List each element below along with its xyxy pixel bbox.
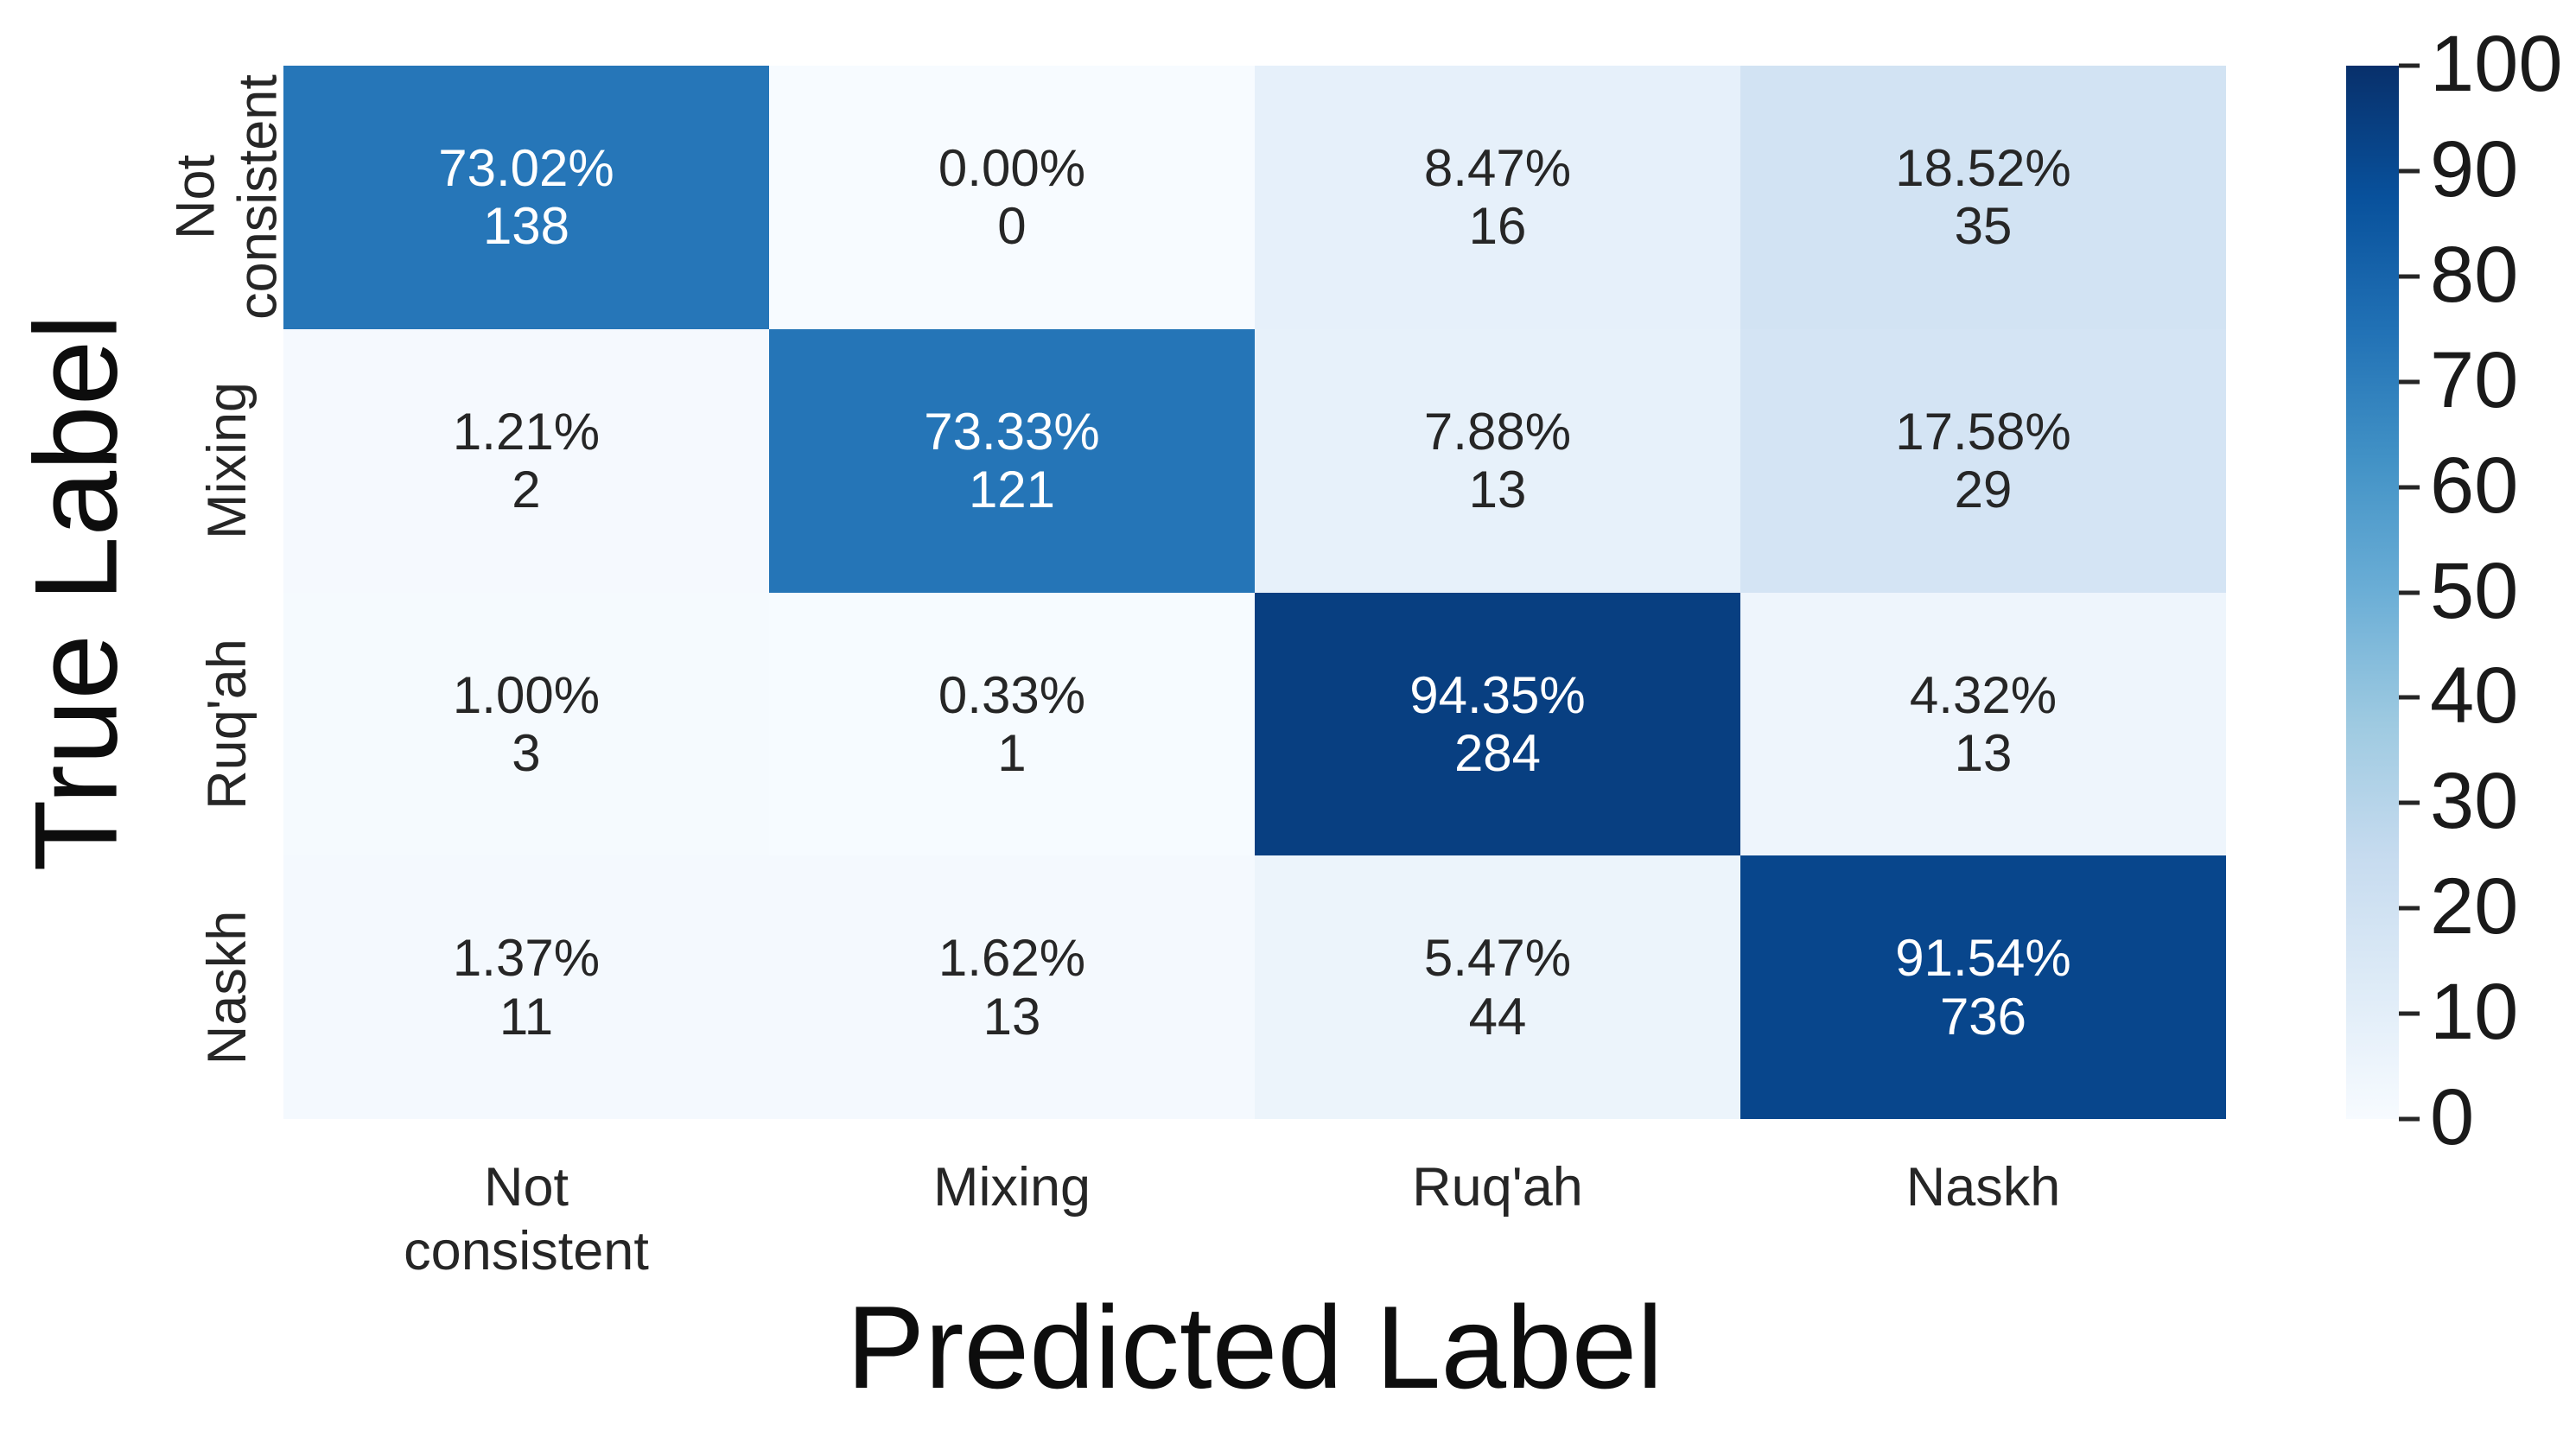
colorbar-tick-label: 40: [2430, 652, 2519, 741]
colorbar-tick-mark: [2399, 590, 2420, 595]
colorbar-tick-mark: [2399, 906, 2420, 911]
colorbar-tick-label: 100: [2430, 20, 2563, 109]
heatmap-cell: 94.35% 284: [1255, 592, 1740, 856]
heatmap-cell: 0.00% 0: [769, 66, 1255, 329]
colorbar-tick-mark: [2399, 1011, 2420, 1016]
heatmap-cell: 4.32% 13: [1740, 592, 2226, 856]
x-tick-label: Ruq'ah: [1412, 1157, 1583, 1218]
colorbar-tick-mark: [2399, 274, 2420, 279]
colorbar-tick-label: 30: [2430, 757, 2519, 846]
colorbar-tick-label: 0: [2430, 1073, 2475, 1162]
colorbar-tick-mark: [2399, 695, 2420, 700]
colorbar-tick-label: 70: [2430, 335, 2519, 424]
heatmap-cell: 18.52% 35: [1740, 66, 2226, 329]
y-tick-label: Mixing: [196, 382, 258, 540]
heatmap-cell: 73.33% 121: [769, 328, 1255, 593]
colorbar-tick-mark: [2399, 485, 2420, 490]
colorbar-tick-mark: [2399, 168, 2420, 174]
heatmap-cell: 5.47% 44: [1255, 855, 1740, 1119]
heatmap-grid: 73.02% 138 0.00% 0 8.47% 16 18.52% 35 1.21% …: [283, 66, 2226, 1119]
heatmap-cell: 91.54% 736: [1740, 855, 2226, 1119]
colorbar-tick-label: 80: [2430, 230, 2519, 319]
x-tick-label: Naskh: [1905, 1157, 2061, 1218]
heatmap-cell: 0.33% 1: [769, 592, 1255, 856]
x-tick-label: Mixing: [932, 1157, 1091, 1218]
x-tick-label: Not consistent: [404, 1157, 649, 1281]
y-tick-label: Ruq'ah: [196, 639, 258, 810]
colorbar-tick-mark: [2399, 1116, 2420, 1122]
colorbar-tick-label: 20: [2430, 862, 2519, 951]
heatmap-cell: 8.47% 16: [1255, 66, 1740, 329]
x-axis-title: Predicted Label: [846, 1281, 1663, 1413]
y-tick-label: Naskh: [196, 910, 258, 1065]
colorbar-tick-mark: [2399, 63, 2420, 68]
heatmap-cell: 1.00% 3: [283, 592, 769, 856]
heatmap-cell: 17.58% 29: [1740, 328, 2226, 593]
colorbar-tick-label: 10: [2430, 968, 2519, 1057]
colorbar-tick-label: 50: [2430, 546, 2519, 635]
heatmap-cell: 7.88% 13: [1255, 328, 1740, 593]
heatmap-cell: 1.62% 13: [769, 855, 1255, 1119]
colorbar-tick-label: 90: [2430, 125, 2519, 214]
heatmap-cell: 1.37% 11: [283, 855, 769, 1119]
colorbar-tick-mark: [2399, 379, 2420, 385]
y-tick-label: Not consistent: [165, 74, 289, 321]
colorbar-tick-label: 60: [2430, 441, 2519, 530]
y-axis-title: True Label: [10, 314, 142, 872]
heatmap-cell: 1.21% 2: [283, 328, 769, 593]
colorbar-gradient: [2346, 66, 2399, 1119]
colorbar-tick-mark: [2399, 800, 2420, 805]
heatmap-cell: 73.02% 138: [283, 66, 769, 329]
